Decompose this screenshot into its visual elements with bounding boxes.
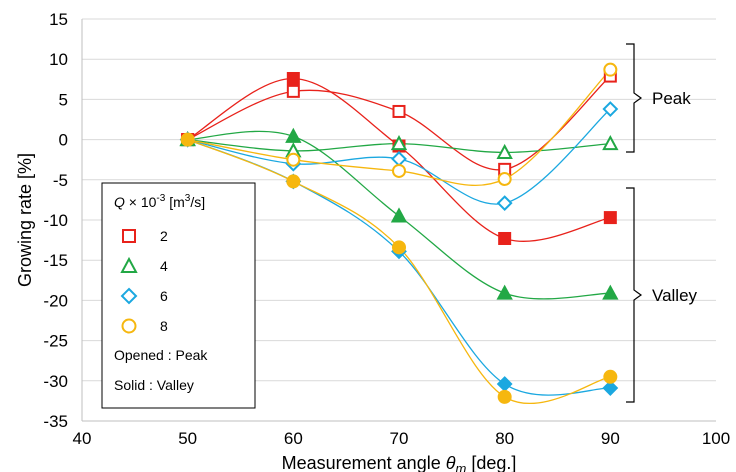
- data-point-8-peak: [603, 62, 618, 77]
- data-point-2-valley: [603, 211, 617, 225]
- y-tick-label: 15: [49, 10, 68, 29]
- legend-label-8: 8: [160, 318, 168, 334]
- data-point-4-valley: [496, 284, 513, 300]
- legend: Q × 10-3 [m3/s] 2 4 6 8 Opened : Peak Solid : …: [101, 182, 256, 409]
- data-point-2-peak: [286, 84, 300, 98]
- data-point-8-valley: [180, 132, 195, 147]
- data-point-4-valley: [390, 207, 408, 223]
- x-tick-label: 100: [702, 429, 730, 448]
- data-point-2-valley: [498, 231, 512, 245]
- data-point-2-valley: [286, 71, 300, 85]
- x-tick-label: 40: [73, 429, 92, 448]
- y-tick-label: 0: [59, 131, 68, 150]
- y-tick-label: -15: [43, 251, 68, 270]
- data-point-6-peak: [391, 150, 407, 167]
- data-point-8-peak: [286, 152, 301, 167]
- data-point-8-valley: [286, 174, 301, 189]
- x-tick-label: 80: [495, 429, 514, 448]
- x-axis-title: Measurement angle θm [deg.]: [282, 453, 517, 472]
- data-point-8-peak: [497, 171, 512, 186]
- y-tick-label: -25: [43, 332, 68, 351]
- y-tick-label: -35: [43, 412, 68, 431]
- legend-note-solid: Solid : Valley: [114, 377, 194, 393]
- legend-marker-6: [120, 287, 138, 305]
- brace-annotations: Peak Valley: [626, 43, 698, 403]
- data-point-8-peak: [392, 163, 406, 178]
- data-point-4-valley: [285, 127, 302, 143]
- legend-marker-4: [120, 256, 138, 273]
- x-tick-label: 90: [601, 429, 620, 448]
- data-point-6-valley: [496, 376, 513, 392]
- x-tick-label: 60: [284, 429, 303, 448]
- data-point-6-peak: [602, 101, 619, 117]
- series-markers: [179, 62, 619, 404]
- y-tick-label: -20: [43, 291, 68, 310]
- legend-marker-8: [121, 318, 137, 334]
- y-tick-label: 10: [49, 50, 68, 69]
- x-tick-label: 70: [390, 429, 409, 448]
- data-point-8-valley: [603, 369, 618, 384]
- legend-label-2: 2: [160, 228, 168, 244]
- data-point-6-peak: [496, 195, 513, 212]
- valley-brace: [626, 187, 643, 403]
- data-point-4-peak: [602, 135, 619, 151]
- data-point-4-peak: [390, 135, 408, 151]
- legend-label-4: 4: [160, 258, 168, 274]
- y-axis-title: Growing rate [%]: [15, 153, 35, 287]
- x-tick-label: 50: [178, 429, 197, 448]
- y-tick-label: 5: [59, 90, 68, 109]
- legend-note-opened: Opened : Peak: [114, 347, 208, 363]
- legend-title: Q × 10-3 [m3/s]: [114, 193, 205, 210]
- peak-brace: [626, 43, 643, 153]
- data-point-6-valley: [602, 380, 619, 396]
- data-point-8-valley: [497, 389, 512, 404]
- data-point-8-valley: [392, 240, 406, 255]
- data-point-4-valley: [602, 284, 619, 300]
- y-tick-label: -10: [43, 211, 68, 230]
- y-tick-label: -30: [43, 372, 68, 391]
- legend-marker-2: [122, 229, 136, 243]
- data-point-2-peak: [392, 104, 406, 118]
- valley-label: Valley: [652, 286, 698, 305]
- legend-label-6: 6: [160, 288, 168, 304]
- peak-label: Peak: [652, 89, 691, 108]
- data-point-4-peak: [496, 143, 513, 159]
- y-tick-label: -5: [53, 171, 68, 190]
